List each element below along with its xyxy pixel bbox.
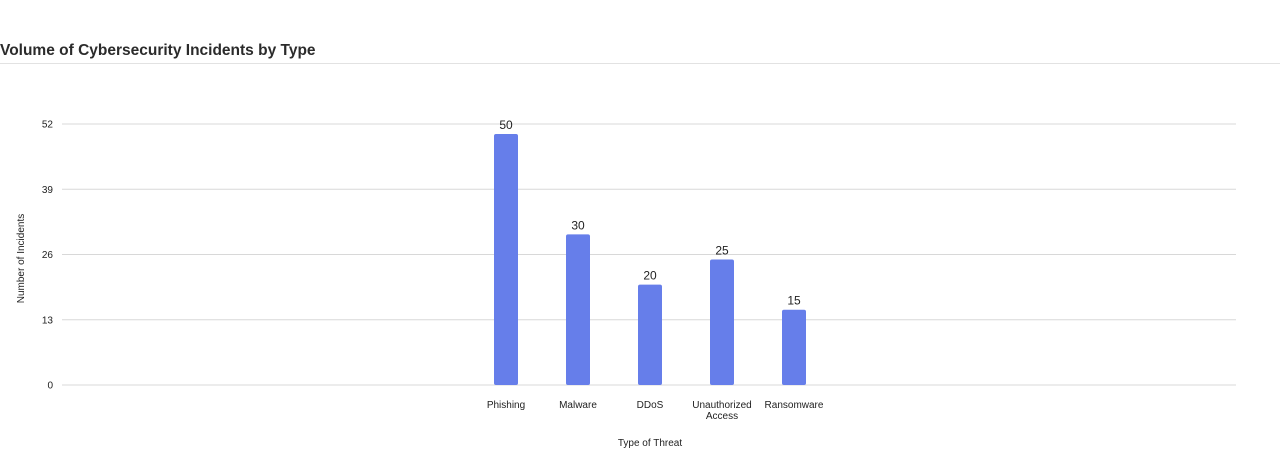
title-divider: [0, 63, 1280, 64]
x-axis-title: Type of Threat: [618, 438, 683, 449]
data-labels: 50 30 20 25 15: [499, 118, 801, 308]
y-tick-label: 13: [42, 315, 54, 326]
y-axis-title: Number of Incidents: [16, 214, 27, 304]
data-label: 30: [571, 218, 585, 232]
data-label: 20: [643, 269, 657, 283]
bar[interactable]: [710, 259, 734, 385]
bar[interactable]: [782, 309, 806, 385]
data-label: 50: [499, 118, 513, 132]
x-tick-label: Malware: [559, 400, 597, 411]
y-tick-label: 0: [47, 381, 53, 392]
x-tick-label: Phishing: [487, 400, 525, 411]
y-tick-label: 26: [42, 250, 54, 261]
x-tick-label: DDoS: [637, 400, 664, 411]
bar[interactable]: [494, 134, 518, 385]
x-tick-label: Ransomware: [765, 400, 824, 411]
data-label: 15: [787, 294, 801, 308]
bar[interactable]: [638, 284, 662, 385]
bar[interactable]: [566, 234, 590, 385]
data-label: 25: [715, 244, 729, 258]
y-tick-labels: 0 13 26 39 52: [42, 120, 54, 392]
bars: [494, 134, 806, 385]
x-tick-labels: Phishing Malware DDoS Unauthorized Access Ran…: [487, 400, 824, 422]
y-tick-label: 39: [42, 185, 54, 196]
y-tick-label: 52: [42, 120, 54, 131]
x-tick-label: Unauthorized Access: [692, 400, 751, 422]
chart-title: Volume of Cybersecurity Incidents by Typ…: [0, 42, 316, 59]
